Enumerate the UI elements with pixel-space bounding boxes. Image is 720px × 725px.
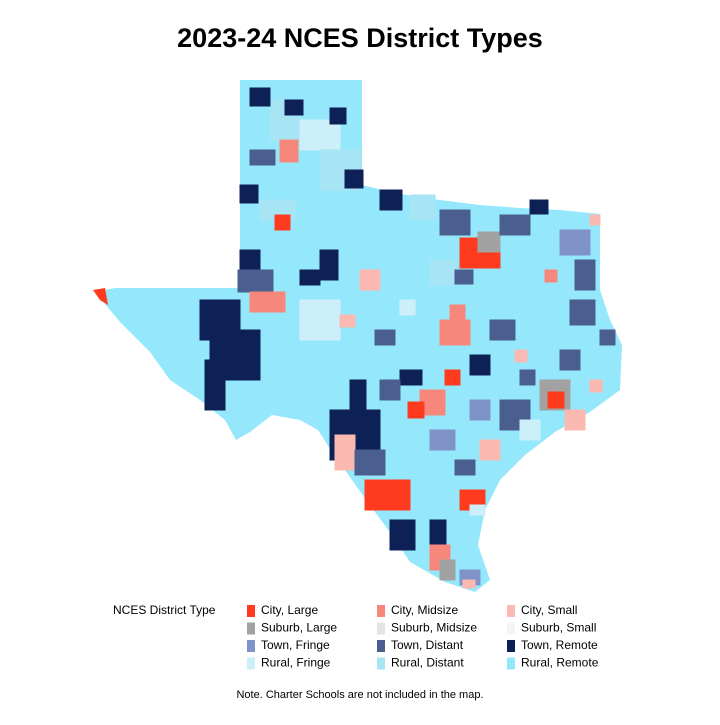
district	[329, 107, 347, 125]
legend-swatch	[507, 640, 515, 652]
district	[249, 149, 276, 166]
district	[399, 369, 423, 386]
legend-swatch	[377, 657, 385, 670]
district	[204, 359, 226, 411]
district	[514, 349, 528, 363]
district	[454, 459, 476, 476]
district	[429, 429, 456, 451]
legend-title: NCES District Type	[113, 603, 216, 617]
district	[569, 299, 596, 326]
map-note: Note. Charter Schools are not included i…	[236, 689, 483, 701]
district	[469, 399, 491, 421]
district	[519, 419, 541, 441]
district	[559, 349, 581, 371]
district	[429, 519, 447, 546]
district	[299, 119, 341, 151]
district	[407, 401, 425, 419]
district	[299, 269, 321, 286]
district	[559, 229, 591, 256]
legend-label: Rural, Distant	[391, 656, 464, 670]
district	[589, 214, 601, 226]
district	[359, 269, 381, 291]
legend-label: City, Small	[521, 603, 577, 617]
legend-label: Rural, Fringe	[261, 656, 331, 670]
district	[454, 269, 474, 285]
district	[274, 214, 291, 231]
district	[529, 199, 549, 215]
district	[339, 314, 356, 328]
district	[589, 379, 603, 393]
district	[489, 319, 516, 341]
district	[299, 299, 341, 341]
legend-label: City, Midsize	[391, 603, 458, 617]
legend-swatch	[247, 622, 255, 635]
district	[469, 354, 491, 376]
district	[399, 299, 416, 316]
state-outline	[95, 80, 622, 592]
district	[449, 304, 466, 321]
district	[239, 184, 259, 204]
legend: NCES District Type City, Large City, Mids…	[113, 603, 599, 670]
district	[344, 169, 364, 189]
district	[237, 269, 274, 293]
district	[564, 409, 586, 431]
legend-swatch	[507, 657, 515, 670]
district	[477, 231, 501, 253]
legend-label: Town, Remote	[521, 638, 598, 652]
legend-label: Suburb, Large	[261, 621, 337, 635]
district	[519, 369, 536, 386]
district	[599, 329, 616, 346]
district	[389, 519, 416, 551]
district	[547, 391, 565, 409]
district	[284, 99, 304, 116]
texas-map	[93, 80, 622, 592]
district	[469, 504, 486, 516]
legend-swatch	[247, 657, 255, 670]
district	[439, 319, 471, 346]
legend-label: Town, Distant	[391, 638, 464, 652]
district	[462, 579, 476, 589]
district	[479, 439, 501, 461]
legend-swatch	[247, 605, 255, 617]
district	[249, 87, 271, 107]
district	[379, 189, 403, 211]
el-paso-city	[93, 288, 108, 305]
district	[334, 434, 356, 471]
district	[499, 214, 531, 236]
legend-swatch	[377, 622, 385, 635]
legend-swatch	[377, 605, 385, 617]
district	[364, 479, 411, 511]
district	[544, 269, 558, 283]
legend-label: Suburb, Midsize	[391, 621, 477, 635]
district	[354, 449, 386, 476]
legend-swatch	[507, 622, 515, 635]
district	[379, 379, 401, 401]
district	[279, 139, 299, 163]
legend-label: Suburb, Small	[521, 621, 596, 635]
district	[574, 259, 596, 291]
legend-swatch	[247, 640, 255, 652]
district	[374, 329, 396, 346]
district	[249, 291, 286, 313]
district	[439, 209, 471, 236]
district	[444, 369, 461, 386]
legend-label: Rural, Remote	[521, 656, 599, 670]
legend-swatch	[377, 640, 385, 652]
legend-swatch	[507, 605, 515, 617]
district	[439, 559, 456, 581]
district	[429, 259, 456, 286]
district	[409, 194, 436, 221]
district	[319, 249, 339, 281]
map-title: 2023-24 NCES District Types	[177, 23, 543, 53]
legend-label: City, Large	[261, 603, 318, 617]
legend-label: Town, Fringe	[261, 638, 330, 652]
